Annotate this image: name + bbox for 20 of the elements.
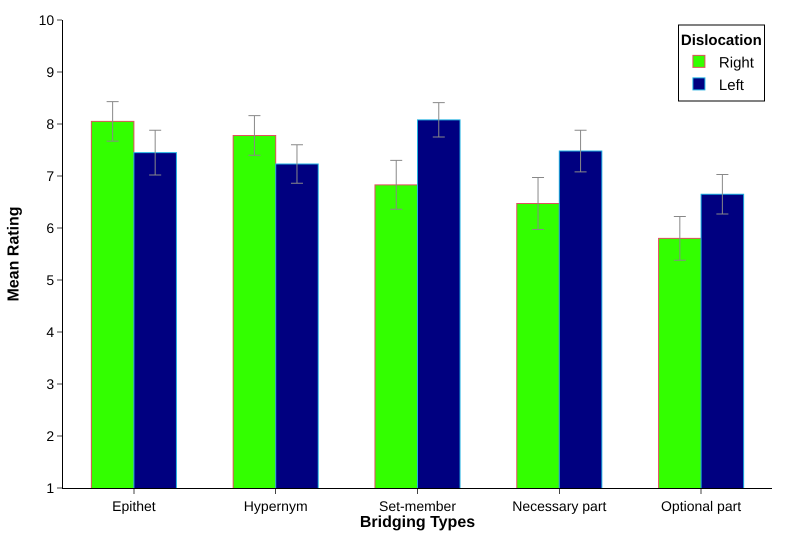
x-tick-label: Epithet (112, 498, 156, 514)
y-tick-label: 7 (46, 168, 54, 184)
x-axis-title: Bridging Types (360, 514, 476, 531)
y-tick-label: 4 (46, 324, 54, 340)
x-tick-label: Optional part (661, 498, 742, 514)
y-tick-label: 6 (46, 220, 54, 236)
y-axis-title: Mean Rating (6, 206, 23, 302)
y-tick-label: 8 (46, 116, 54, 132)
x-tick-label: Necessary part (512, 498, 606, 514)
y-tick-label: 5 (46, 272, 54, 288)
y-tick-label: 2 (46, 428, 54, 444)
y-tick-label: 9 (46, 64, 54, 80)
legend-label: Left (718, 76, 745, 94)
y-tick-label: 1 (46, 480, 54, 496)
legend-title: Dislocation (680, 32, 762, 50)
y-tick-label: 10 (38, 12, 54, 28)
y-tick-label: 3 (46, 376, 54, 392)
legend-label: Right (718, 54, 755, 72)
x-tick-label: Hypernym (244, 498, 308, 514)
x-tick-label: Set-member (378, 498, 456, 514)
